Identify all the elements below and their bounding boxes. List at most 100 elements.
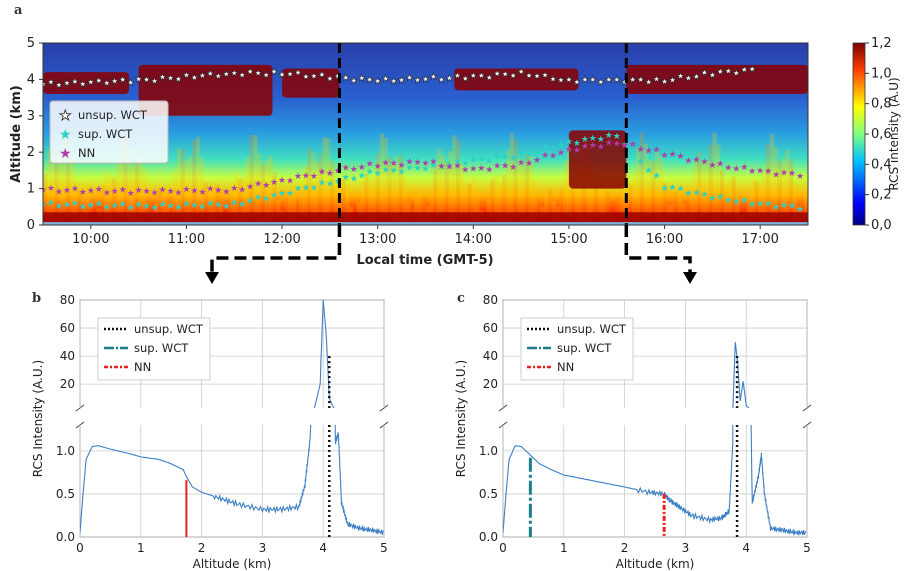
sup-wct-marker: ★ bbox=[222, 202, 230, 212]
arrow-head-icon bbox=[205, 272, 219, 284]
heatmap-streak bbox=[43, 174, 48, 225]
colorbar-tick-label: 0,6 bbox=[871, 127, 892, 142]
unsup-wct-marker: ★ bbox=[254, 69, 262, 79]
cut-connectors bbox=[205, 225, 697, 284]
sup-wct-marker: ★ bbox=[557, 141, 565, 151]
heatmap-streak bbox=[635, 146, 641, 225]
nn-marker: ★ bbox=[103, 188, 111, 198]
rcs-profile-line bbox=[503, 425, 807, 536]
sup-wct-marker: ★ bbox=[206, 199, 214, 209]
sup-wct-marker: ★ bbox=[788, 202, 796, 212]
sup-wct-marker: ★ bbox=[708, 194, 716, 204]
nn-marker: ★ bbox=[143, 187, 151, 197]
unsup-wct-marker: ★ bbox=[549, 75, 557, 85]
heatmap-frame bbox=[42, 42, 809, 226]
nn-marker: ★ bbox=[477, 164, 485, 174]
heatmap-ytick-label: 0 bbox=[27, 218, 35, 233]
unsup-wct-marker: ★ bbox=[724, 67, 732, 77]
heatmap-ytick-label: 4 bbox=[27, 72, 35, 87]
heatmap-streak bbox=[146, 197, 151, 225]
nn-marker: ★ bbox=[668, 150, 676, 160]
heatmap-streak bbox=[528, 155, 534, 225]
nn-marker: ★ bbox=[350, 165, 358, 175]
sup-wct-marker: ★ bbox=[780, 201, 788, 211]
xtick-label: 2 bbox=[198, 541, 206, 555]
unsup-wct-marker: ★ bbox=[294, 69, 302, 79]
ytick-label: 60 bbox=[60, 321, 75, 335]
sup-wct-marker: ★ bbox=[509, 154, 517, 164]
unsup-wct-marker: ★ bbox=[206, 69, 214, 79]
legend-entry: unsup. WCT bbox=[557, 322, 627, 336]
nn-marker: ★ bbox=[724, 163, 732, 173]
sup-wct-marker: ★ bbox=[684, 189, 692, 199]
xtick-label: 4 bbox=[742, 541, 750, 555]
sup-wct-marker: ★ bbox=[63, 201, 71, 211]
unsup-wct-marker: ★ bbox=[262, 71, 270, 81]
panel-label-c: c bbox=[457, 291, 465, 306]
nn-marker: ★ bbox=[613, 139, 621, 149]
nn-marker: ★ bbox=[254, 179, 262, 189]
heatmap-streak bbox=[750, 177, 755, 225]
heatmap-streak bbox=[134, 162, 140, 225]
surface-layer bbox=[43, 212, 808, 225]
nn-marker: ★ bbox=[47, 184, 55, 194]
heatmap-streak bbox=[467, 183, 472, 225]
unsup-wct-marker: ★ bbox=[621, 78, 629, 88]
nn-marker: ★ bbox=[55, 187, 63, 197]
sup-wct-marker: ★ bbox=[692, 188, 700, 198]
heatmap-streak bbox=[387, 156, 392, 225]
nn-marker: ★ bbox=[95, 185, 103, 195]
panel-label-b: b bbox=[32, 291, 41, 306]
heatmap-streak bbox=[643, 143, 648, 225]
nn-marker: ★ bbox=[406, 158, 414, 168]
colorbar-tick-label: 1,0 bbox=[871, 66, 892, 81]
unsup-star-icon: ★ bbox=[59, 108, 72, 124]
unsup-wct-marker: ★ bbox=[708, 71, 716, 81]
sup-wct-marker: ★ bbox=[382, 165, 390, 175]
unsup-wct-marker: ★ bbox=[342, 74, 350, 84]
nn-marker: ★ bbox=[222, 187, 230, 197]
heatmap-xtick-label: 11:00 bbox=[168, 232, 205, 247]
sup-wct-marker: ★ bbox=[39, 200, 47, 210]
unsup-wct-marker: ★ bbox=[230, 69, 238, 79]
nn-marker: ★ bbox=[135, 186, 143, 196]
heatmap-streak bbox=[655, 151, 660, 225]
unsup-wct-marker: ★ bbox=[174, 75, 182, 85]
heatmap-ytick-label: 2 bbox=[27, 145, 35, 160]
heatmap-streak bbox=[203, 182, 208, 225]
heatmap-streak bbox=[211, 180, 216, 225]
nn-marker: ★ bbox=[740, 163, 748, 173]
xtick-label: 3 bbox=[259, 541, 267, 555]
nn-marker: ★ bbox=[270, 178, 278, 188]
nn-marker: ★ bbox=[764, 167, 772, 177]
nn-marker: ★ bbox=[748, 167, 756, 177]
sup-wct-marker: ★ bbox=[485, 156, 493, 166]
xtick-label: 2 bbox=[621, 541, 629, 555]
heatmap-streak bbox=[127, 150, 132, 225]
nn-marker: ★ bbox=[756, 167, 764, 177]
unsup-wct-marker: ★ bbox=[453, 72, 461, 82]
heatmap-streak bbox=[115, 160, 120, 225]
nn-marker: ★ bbox=[230, 184, 238, 194]
sup-wct-marker: ★ bbox=[174, 203, 182, 213]
heatmap-streak bbox=[104, 170, 109, 225]
heatmap-streak bbox=[674, 191, 679, 225]
heatmap-streak bbox=[444, 161, 449, 225]
unsup-wct-marker: ★ bbox=[286, 70, 294, 80]
unsup-wct-marker: ★ bbox=[350, 76, 358, 86]
heatmap-streak bbox=[341, 179, 346, 225]
unsup-wct-marker: ★ bbox=[87, 78, 95, 88]
nn-star-icon: ★ bbox=[59, 146, 72, 162]
ytick-label: 40 bbox=[60, 349, 75, 363]
heatmap-streak bbox=[253, 134, 258, 225]
sup-wct-marker: ★ bbox=[294, 184, 302, 194]
heatmap-streak bbox=[264, 159, 270, 225]
unsup-wct-marker: ★ bbox=[477, 72, 485, 82]
sup-wct-marker: ★ bbox=[501, 152, 509, 162]
sup-wct-marker: ★ bbox=[350, 174, 358, 184]
sup-wct-marker: ★ bbox=[756, 199, 764, 209]
sup-wct-marker: ★ bbox=[190, 201, 198, 211]
sup-wct-marker: ★ bbox=[111, 201, 119, 211]
unsup-wct-marker: ★ bbox=[557, 76, 565, 86]
heatmap-legend: ★ unsup. WCT ★ sup. WCT ★ NN bbox=[49, 100, 169, 164]
